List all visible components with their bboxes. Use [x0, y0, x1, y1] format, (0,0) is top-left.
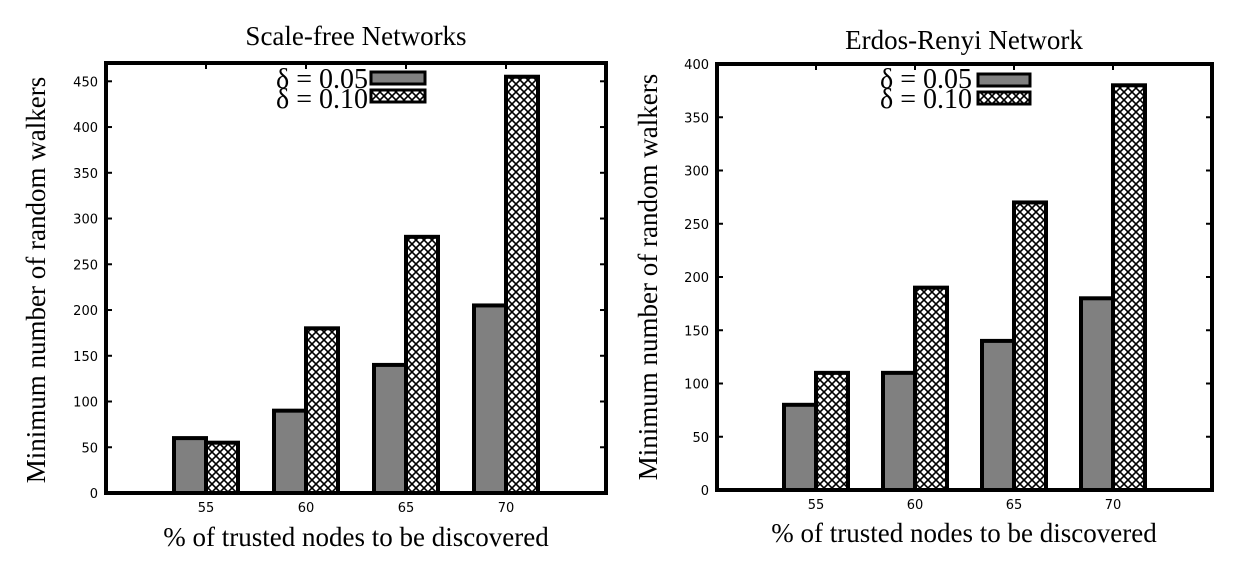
- legend-swatch-1: [369, 88, 427, 104]
- plot-area: 0 50 100 150 200 250 300 350 400 55 60 65 70: [684, 58, 1214, 513]
- x-tick-label: 55: [198, 501, 215, 516]
- bar-delta-005: [881, 370, 917, 493]
- bar-delta-010: [814, 370, 850, 493]
- legend-swatch-0: [369, 70, 427, 86]
- bar-delta-010: [304, 326, 340, 495]
- y-tick-label: 250: [684, 218, 709, 233]
- chart-erdos-renyi: Erdos-Renyi Network Minimum number of ra…: [633, 25, 1214, 548]
- y-tick-label: 150: [73, 350, 98, 365]
- x-tick-label: 60: [298, 501, 315, 516]
- legend: δ = 0.05 δ = 0.10: [276, 64, 427, 115]
- bar-delta-010: [404, 234, 440, 496]
- legend-label-1: δ = 0.10: [276, 84, 368, 115]
- legend-label-0: δ = 0.05: [880, 64, 972, 95]
- y-tick-label: 0: [90, 487, 98, 502]
- bar-delta-010: [204, 440, 240, 495]
- y-tick-label: 350: [684, 111, 709, 126]
- bar-delta-005: [1079, 296, 1115, 492]
- chart-title: Scale-free Networks: [245, 21, 466, 51]
- bar-delta-005: [272, 408, 308, 495]
- legend-label-0: δ = 0.05: [276, 64, 368, 95]
- chart-scale-free: Scale-free Networks Minimum number of ra…: [21, 21, 608, 552]
- y-tick-label: 100: [73, 396, 98, 411]
- y-tick-label: 200: [684, 271, 709, 286]
- y-tick-label: 0: [701, 484, 709, 499]
- bar-delta-010: [1111, 83, 1147, 493]
- y-tick-label: 50: [81, 441, 98, 456]
- bar-delta-005: [782, 402, 818, 492]
- legend: δ = 0.05 δ = 0.10: [880, 64, 1032, 115]
- y-axis-label: Minimum number of random walkers: [633, 74, 663, 480]
- x-tick-label: 65: [398, 501, 415, 516]
- x-tick-label: 60: [907, 498, 924, 513]
- y-tick-label: 100: [684, 378, 709, 393]
- y-tick-label: 450: [73, 75, 98, 90]
- bar-delta-005: [980, 338, 1016, 492]
- legend-label-1: δ = 0.10: [880, 84, 972, 115]
- legend-swatch-1: [976, 90, 1032, 106]
- bar-delta-005: [372, 362, 408, 495]
- bar-delta-010: [504, 74, 540, 495]
- y-tick-label: 50: [692, 431, 709, 446]
- plot-frame: [104, 61, 608, 495]
- y-tick-label: 400: [684, 58, 709, 73]
- x-axis-label: % of trusted nodes to be discovered: [771, 518, 1157, 548]
- bar-delta-010: [1012, 200, 1048, 492]
- bar-delta-005: [172, 436, 208, 495]
- bar-delta-005: [472, 303, 508, 495]
- y-tick-label: 300: [684, 165, 709, 180]
- x-tick-label: 70: [498, 501, 515, 516]
- x-axis-label: % of trusted nodes to be discovered: [163, 522, 549, 552]
- plot-area: 0 50 100 150 200 250 300 350 400 450 55 60 65 70: [73, 61, 608, 516]
- bar-delta-010: [913, 285, 949, 492]
- y-tick-label: 250: [73, 258, 98, 273]
- x-tick-label: 65: [1006, 498, 1023, 513]
- y-tick-label: 300: [73, 213, 98, 228]
- chart-title: Erdos-Renyi Network: [845, 25, 1083, 55]
- y-tick-label: 400: [73, 121, 98, 136]
- x-tick-label: 70: [1105, 498, 1122, 513]
- y-tick-label: 350: [73, 167, 98, 182]
- x-tick-label: 55: [808, 498, 825, 513]
- y-tick-label: 200: [73, 304, 98, 319]
- y-tick-label: 150: [684, 324, 709, 339]
- legend-swatch-0: [976, 72, 1032, 88]
- y-axis-label: Minimum number of random walkers: [21, 77, 51, 483]
